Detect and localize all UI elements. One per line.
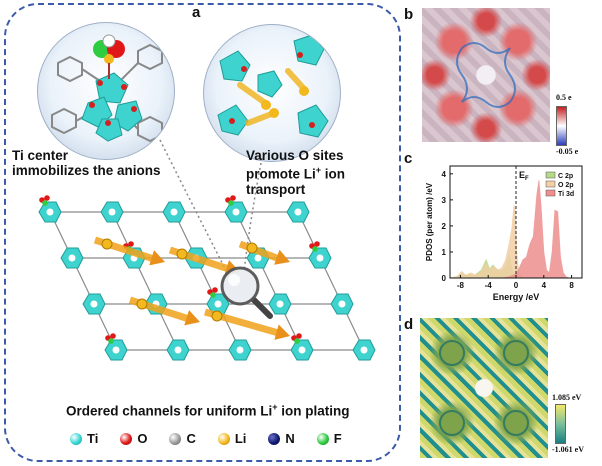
ti-cluster-node bbox=[224, 195, 248, 223]
legend-label: O 2p bbox=[558, 182, 574, 189]
x-tick-label: -4 bbox=[485, 281, 493, 290]
legend-swatch-c bbox=[169, 432, 182, 445]
panel-d-letter: d bbox=[404, 316, 414, 333]
legend-label: Ti 3d bbox=[558, 191, 574, 198]
panel-a bbox=[4, 3, 401, 462]
ti-cluster-node bbox=[228, 339, 252, 361]
callout-right-line2-post: ion bbox=[321, 166, 346, 182]
x-tick-label: -8 bbox=[457, 281, 465, 290]
callout-right-line2-text: promote Li bbox=[246, 166, 316, 182]
li-transport-arrow bbox=[204, 308, 290, 340]
li-transport-arrow bbox=[238, 240, 290, 265]
ti-cluster-node bbox=[38, 195, 62, 223]
ti-cluster-node bbox=[100, 201, 124, 223]
legend-item-li: Li bbox=[217, 431, 247, 446]
caption-text-post: ion plating bbox=[277, 403, 350, 419]
legend-label-f: F bbox=[333, 431, 342, 446]
x-tick-label: 8 bbox=[569, 281, 574, 290]
caption-sup: + bbox=[272, 402, 278, 412]
zoom-circle-o-sites bbox=[203, 24, 341, 162]
legend-label-c: C bbox=[186, 431, 196, 446]
legend-swatch-o bbox=[120, 432, 133, 445]
legend-item-n: N bbox=[268, 431, 295, 446]
zoom-circle-ti-center bbox=[37, 22, 175, 160]
callout-right-line1: Various O sites bbox=[246, 148, 344, 163]
legend-item-ti: Ti bbox=[70, 431, 98, 446]
legend-swatch bbox=[545, 189, 556, 197]
legend-swatch-li bbox=[217, 432, 230, 445]
ti-cluster-node bbox=[268, 293, 292, 315]
atom-legend: Ti O C Li N F bbox=[70, 431, 342, 446]
ti-cluster-node bbox=[352, 339, 376, 361]
legend-label: C 2p bbox=[558, 173, 573, 180]
fermi-label: EF bbox=[519, 170, 529, 182]
panel-a-letter: a bbox=[192, 4, 201, 21]
difference-scale-max: 1.085 eV bbox=[552, 393, 582, 402]
li-transport-arrow bbox=[128, 296, 200, 326]
legend-label-li: Li bbox=[234, 431, 247, 446]
legend-swatch bbox=[545, 180, 556, 188]
legend-label-o: O bbox=[137, 431, 148, 446]
magnifier-glass bbox=[220, 266, 273, 319]
panel-b-letter: b bbox=[404, 6, 414, 23]
ti-cluster-illustration bbox=[51, 34, 163, 143]
callout-right-line2: promote Li+ ion bbox=[246, 163, 345, 182]
charge-scale-min: -0.05 e bbox=[556, 147, 579, 156]
panel-a-caption: Ordered channels for uniform Li+ ion pla… bbox=[66, 402, 350, 419]
legend-label-ti: Ti bbox=[87, 431, 99, 446]
ti-cluster-node bbox=[162, 201, 186, 223]
callout-left-line1: Ti center bbox=[12, 148, 69, 163]
y-axis-label: PDOS (per atom) /eV bbox=[425, 182, 434, 261]
charge-density-map bbox=[422, 8, 550, 142]
ti-cluster-node bbox=[166, 339, 190, 361]
charge-density-overlay bbox=[456, 42, 516, 108]
caption-text: Ordered channels for uniform Li bbox=[66, 403, 273, 419]
legend-swatch-n bbox=[268, 432, 281, 445]
ti-cluster-node bbox=[104, 333, 128, 361]
callout-left-line2: immobilizes the anions bbox=[12, 163, 161, 178]
callout-ti-center: Ti center immobilizes the anions bbox=[12, 148, 161, 178]
callout-right-line3: transport bbox=[246, 181, 306, 197]
legend-item-c: C bbox=[169, 431, 196, 446]
y-tick-label: 3 bbox=[442, 196, 447, 205]
ti-cluster-node bbox=[308, 241, 332, 269]
y-tick-label: 1 bbox=[442, 248, 447, 257]
difference-colorbar bbox=[555, 404, 566, 444]
legend-swatch bbox=[545, 171, 556, 179]
charge-scale-max: 0.5 e bbox=[556, 93, 572, 102]
li-transport-arrow bbox=[93, 236, 165, 266]
callout-o-sites: Various O sites promote Li+ ion transpor… bbox=[246, 148, 345, 197]
legend-item-o: O bbox=[120, 431, 147, 446]
o-sites-illustration bbox=[217, 34, 329, 138]
charge-difference-map bbox=[420, 318, 548, 458]
li-transport-arrow bbox=[168, 246, 240, 276]
pdos-series-ti-3d bbox=[450, 180, 582, 279]
legend-swatch-ti bbox=[70, 432, 82, 445]
y-tick-label: 4 bbox=[442, 170, 447, 179]
legend-label-n: N bbox=[285, 431, 295, 446]
ti-cluster-node bbox=[60, 247, 84, 269]
y-tick-label: 0 bbox=[442, 274, 447, 283]
difference-scale-min: -1.061 eV bbox=[552, 445, 584, 454]
ti-cluster-node bbox=[82, 293, 106, 315]
ti-cluster-node bbox=[286, 201, 310, 223]
legend-item-f: F bbox=[316, 431, 342, 446]
ti-cluster-node bbox=[290, 333, 314, 361]
legend-swatch-f bbox=[316, 432, 329, 445]
callout-right-sup: + bbox=[315, 165, 322, 175]
charge-difference-overlay bbox=[439, 340, 529, 436]
x-axis-label: Energy /eV bbox=[493, 292, 540, 302]
ti-cluster-node bbox=[330, 293, 354, 315]
y-tick-label: 2 bbox=[442, 222, 447, 231]
x-tick-label: 4 bbox=[542, 281, 547, 290]
x-tick-label: 0 bbox=[514, 281, 519, 290]
charge-colorbar bbox=[556, 106, 567, 146]
panel-c-letter: c bbox=[404, 150, 413, 167]
